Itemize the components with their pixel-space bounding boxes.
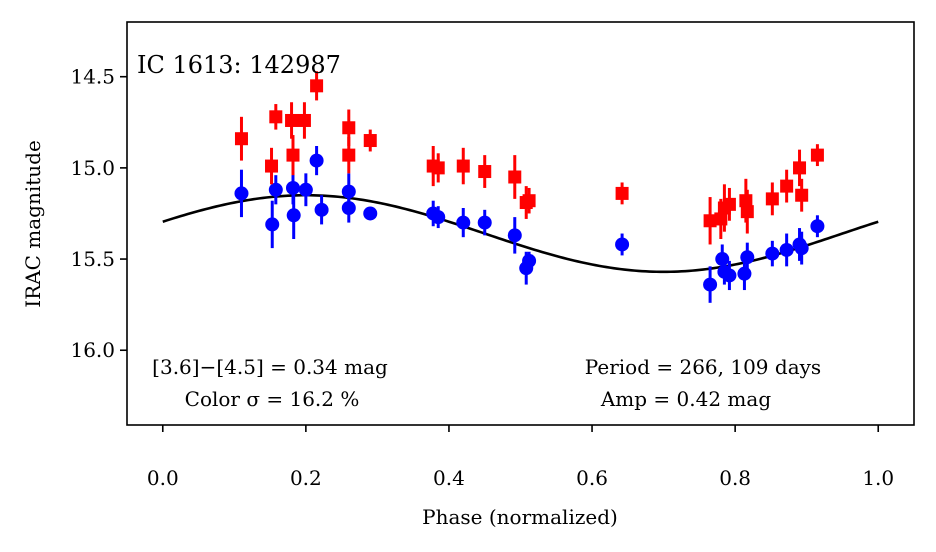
data-point-square: [615, 186, 629, 200]
data-point-circle: [431, 210, 446, 225]
data-point-circle: [779, 242, 794, 257]
data-point-square: [431, 161, 445, 175]
data-point-square: [297, 113, 311, 127]
period-annotation: Period = 266, 109 days: [585, 355, 821, 379]
x-axis-label: Phase (normalized): [422, 505, 618, 529]
data-point-circle: [740, 250, 755, 265]
data-point-circle: [341, 184, 356, 199]
x-tick-label: 0.6: [576, 466, 608, 490]
data-point-circle: [285, 180, 300, 195]
data-point-square: [286, 148, 300, 162]
series-irac-3-6: [234, 146, 825, 303]
data-point-circle: [309, 153, 324, 168]
x-tick-label: 0.2: [290, 466, 322, 490]
color-annotation: [3.6]−[4.5] = 0.34 mag: [152, 355, 388, 379]
data-point-square: [456, 159, 470, 173]
data-point-square: [269, 110, 283, 124]
plot-area: [162, 71, 879, 303]
data-point-circle: [615, 237, 630, 252]
data-point-circle: [703, 277, 718, 292]
chart-title: IC 1613: 142987: [137, 51, 341, 79]
x-tick-label: 0.8: [719, 466, 751, 490]
data-point-square: [765, 192, 779, 206]
data-point-square: [793, 161, 807, 175]
y-tick-label: 14.5: [70, 65, 115, 89]
data-point-circle: [314, 202, 329, 217]
data-point-square: [478, 165, 492, 179]
color-sigma-annotation: Color σ = 16.2 %: [185, 387, 360, 411]
y-axis-label: IRAC magnitude: [21, 140, 45, 308]
x-tick-label: 0.4: [433, 466, 465, 490]
data-point-circle: [456, 215, 471, 230]
data-point-circle: [765, 246, 780, 261]
data-point-square: [810, 148, 824, 162]
series-irac-4-5: [234, 71, 824, 245]
data-point-square: [722, 197, 736, 211]
amplitude-annotation: Amp = 0.42 mag: [600, 387, 771, 411]
fit-curve: [162, 193, 879, 274]
data-point-square: [265, 159, 279, 173]
y-tick-label: 16.0: [70, 338, 115, 362]
data-point-circle: [341, 201, 356, 215]
data-point-square: [703, 214, 717, 228]
data-point-circle: [298, 182, 313, 197]
data-point-circle: [737, 266, 752, 281]
data-point-circle: [363, 206, 378, 221]
y-tick-label: 15.0: [70, 156, 115, 180]
data-point-circle: [265, 217, 280, 232]
data-point-square: [310, 79, 324, 93]
data-point-square: [342, 148, 356, 162]
data-point-square: [522, 194, 536, 208]
data-point-circle: [810, 219, 825, 234]
data-point-square: [795, 188, 809, 202]
y-tick-label: 15.5: [70, 247, 115, 271]
data-point-circle: [522, 253, 537, 268]
data-point-circle: [234, 186, 249, 201]
data-point-square: [508, 170, 522, 184]
data-point-circle: [715, 252, 730, 267]
x-tick-label: 1.0: [862, 466, 894, 490]
data-point-square: [363, 134, 377, 148]
plot-frame: [126, 21, 915, 426]
x-axis-ticks: 0.0 0.2 0.4 0.6 0.8 1.0: [147, 425, 894, 490]
data-point-square: [285, 113, 299, 127]
data-point-square: [740, 205, 754, 219]
data-series: [234, 71, 825, 303]
data-point-circle: [477, 215, 492, 230]
data-point-circle: [268, 182, 283, 197]
data-point-circle: [722, 268, 737, 283]
y-axis-ticks: 14.5 15.0 15.5 16.0: [70, 65, 127, 362]
x-tick-label: 0.0: [147, 466, 179, 490]
data-point-square: [780, 179, 794, 193]
data-point-circle: [507, 228, 522, 243]
data-point-square: [234, 132, 248, 146]
data-point-circle: [794, 241, 809, 256]
data-point-circle: [286, 208, 301, 223]
data-point-square: [342, 121, 356, 135]
